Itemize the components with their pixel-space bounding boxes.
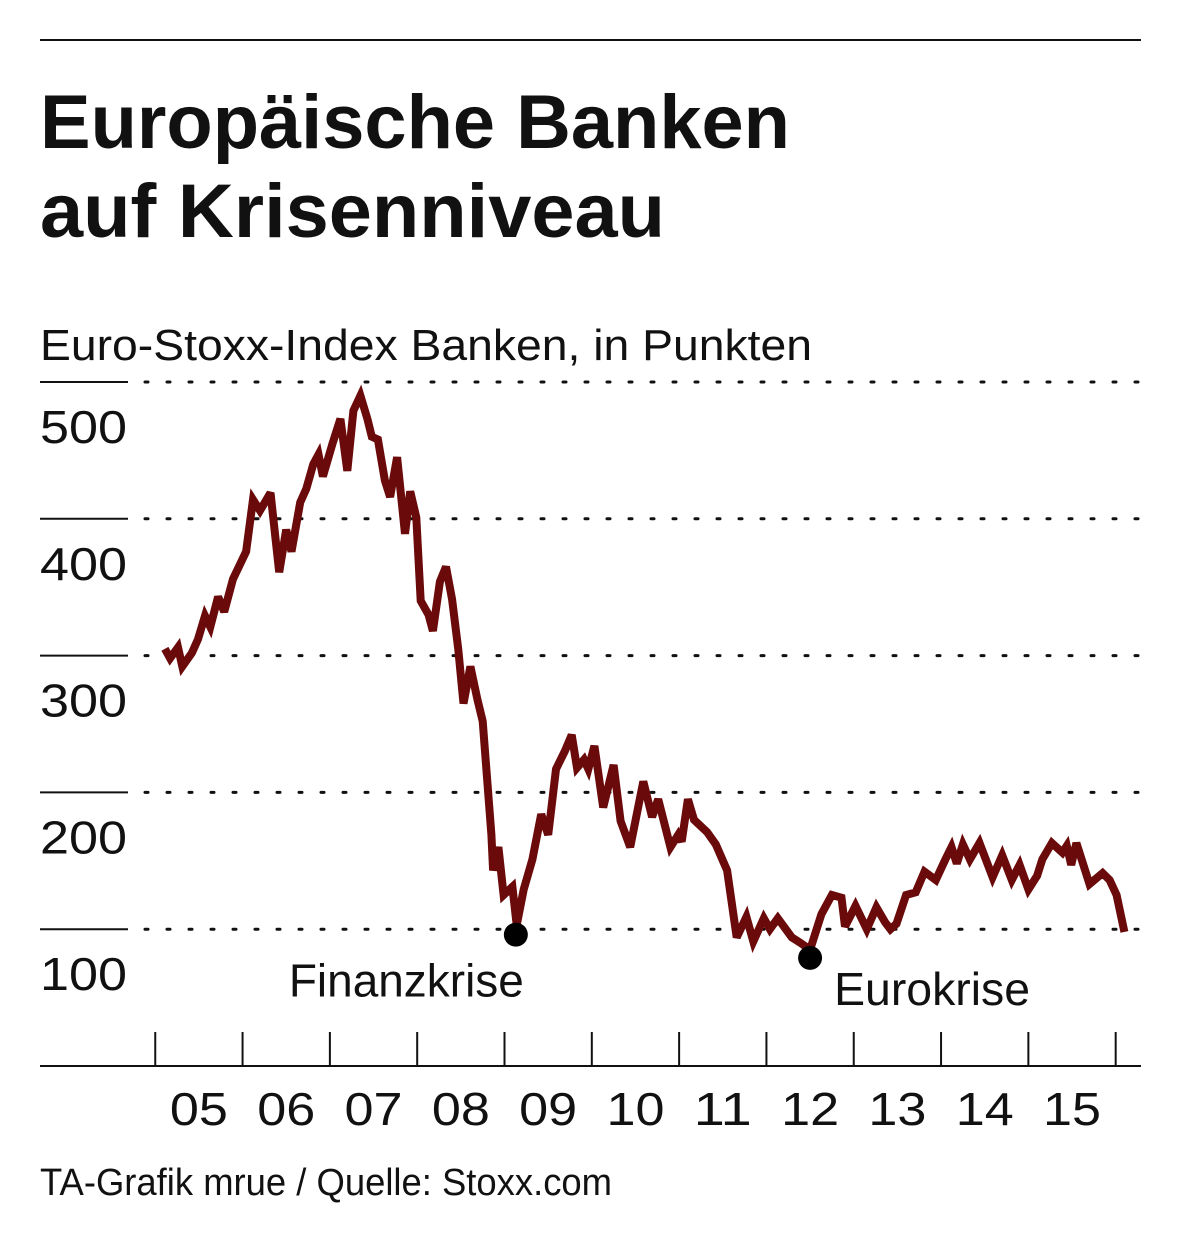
x-tick-label: 15 — [1043, 1083, 1101, 1135]
x-tick-label: 11 — [694, 1083, 752, 1135]
source: TA-Grafik mrue / Quelle: Stoxx.com — [40, 1162, 612, 1204]
chart-title: Europäische Banken — [40, 80, 790, 165]
y-tick-label: 500 — [40, 401, 127, 453]
y-tick-label: 300 — [40, 675, 127, 727]
line — [161, 384, 1129, 957]
x-tick-label: 12 — [781, 1083, 839, 1135]
x-tick-label: 07 — [345, 1083, 403, 1135]
x-tick-label: 09 — [519, 1083, 577, 1135]
x-tick-label: 14 — [956, 1083, 1014, 1135]
x-tick-label: 08 — [432, 1083, 490, 1135]
annotation-label: Finanzkrise — [289, 955, 524, 1007]
x-tick-label: 13 — [868, 1083, 926, 1135]
annotation-dot — [503, 922, 528, 947]
y-tick-label: 200 — [40, 811, 127, 863]
chart-title: auf Krisenniveau — [40, 169, 665, 254]
y-tick-label: 400 — [40, 538, 127, 590]
annotation-label: Eurokrise — [834, 963, 1030, 1015]
x-tick-label: 05 — [170, 1083, 228, 1135]
y-tick-label: 100 — [40, 948, 127, 1000]
x-tick-label: 10 — [606, 1083, 664, 1135]
annotation-dot — [798, 945, 823, 970]
chart-subtitle: Euro-Stoxx-Index Banken, in Punkten — [40, 321, 812, 370]
x-tick-label: 06 — [257, 1083, 315, 1135]
